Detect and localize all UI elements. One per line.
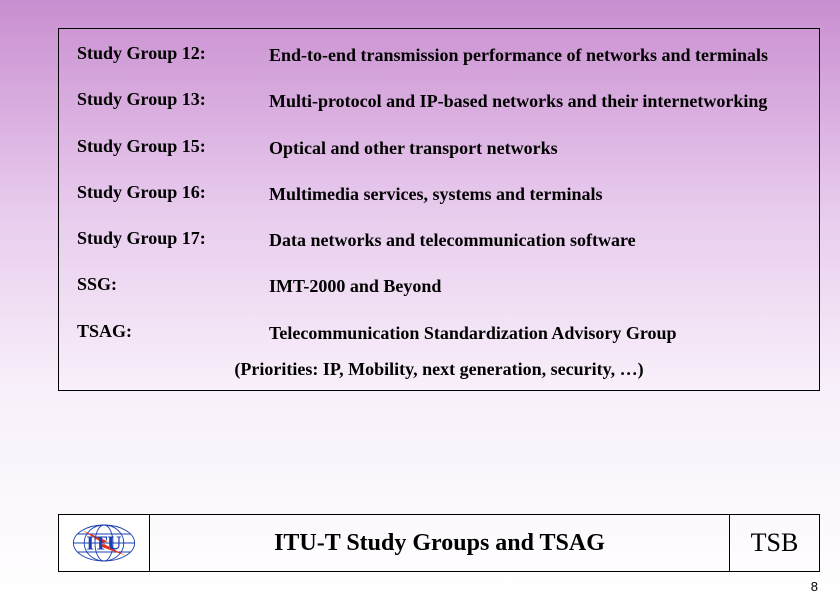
content-frame: Study Group 12: End-to-end transmission … — [58, 28, 820, 391]
group-label: SSG: — [77, 274, 269, 298]
logo-text: ITU — [86, 532, 121, 554]
table-row: Study Group 16: Multimedia services, sys… — [77, 182, 801, 206]
group-desc: IMT-2000 and Beyond — [269, 274, 801, 298]
group-desc: Multimedia services, systems and termina… — [269, 182, 801, 206]
slide-number: 8 — [811, 579, 818, 594]
priorities-text: (Priorities: IP, Mobility, next generati… — [77, 359, 801, 380]
group-desc: Data networks and telecommunication soft… — [269, 228, 801, 252]
slide-title: ITU-T Study Groups and TSAG — [150, 514, 730, 572]
table-row: Study Group 12: End-to-end transmission … — [77, 43, 801, 67]
table-row: Study Group 13: Multi-protocol and IP-ba… — [77, 89, 801, 113]
group-desc: End-to-end transmission performance of n… — [269, 43, 801, 67]
tsb-label: TSB — [730, 514, 820, 572]
itu-logo-icon: ITU — [68, 521, 140, 565]
footer-bar: ITU ITU-T Study Groups and TSAG TSB — [58, 514, 820, 572]
group-label: Study Group 12: — [77, 43, 269, 67]
group-label: Study Group 16: — [77, 182, 269, 206]
group-desc: Multi-protocol and IP-based networks and… — [269, 89, 801, 113]
table-row: SSG: IMT-2000 and Beyond — [77, 274, 801, 298]
group-label: Study Group 17: — [77, 228, 269, 252]
table-row: TSAG: Telecommunication Standardization … — [77, 321, 801, 345]
group-desc: Optical and other transport networks — [269, 136, 801, 160]
table-row: Study Group 15: Optical and other transp… — [77, 136, 801, 160]
group-label: TSAG: — [77, 321, 269, 345]
group-label: Study Group 13: — [77, 89, 269, 113]
table-row: Study Group 17: Data networks and teleco… — [77, 228, 801, 252]
group-label: Study Group 15: — [77, 136, 269, 160]
itu-logo: ITU — [58, 514, 150, 572]
group-desc: Telecommunication Standardization Adviso… — [269, 321, 801, 345]
